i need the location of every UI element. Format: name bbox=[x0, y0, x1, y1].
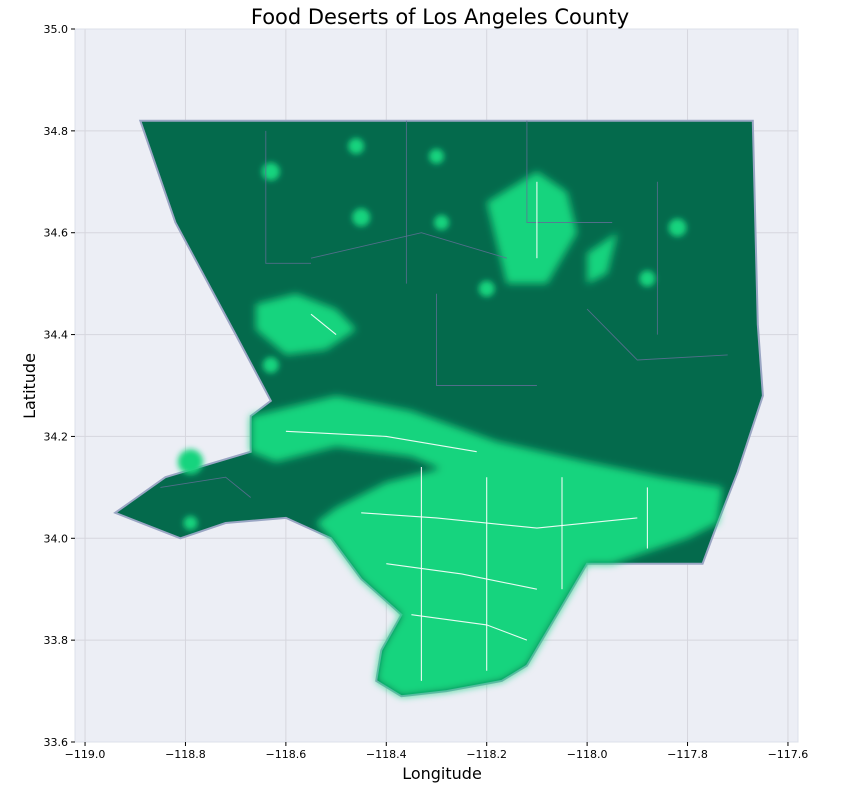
y-tick-label: 35.0 bbox=[44, 23, 69, 36]
food-access-spot bbox=[261, 162, 280, 181]
y-tick-label: 34.8 bbox=[44, 125, 69, 138]
y-axis-ticks: 33.6 33.8 34.0 34.2 34.4 34.6 34.8 35.0 bbox=[44, 23, 75, 749]
food-access-spots bbox=[177, 138, 687, 531]
y-tick-label: 34.2 bbox=[44, 430, 69, 443]
food-access-spot bbox=[639, 270, 656, 287]
tract-boundary bbox=[436, 293, 537, 386]
food-access-spot bbox=[478, 280, 495, 297]
tract-boundary bbox=[526, 120, 613, 223]
tract-boundary bbox=[310, 232, 507, 259]
tract-boundary bbox=[160, 476, 251, 498]
food-access-area-antelope-valley bbox=[486, 171, 578, 284]
food-access-spot bbox=[348, 138, 365, 155]
x-tick-label: −118.0 bbox=[567, 748, 608, 761]
axes-frame bbox=[74, 28, 799, 743]
urban-tract-boundaries bbox=[285, 181, 648, 681]
urban-tract-boundary bbox=[386, 563, 538, 590]
food-access-area-lancaster-east bbox=[587, 232, 618, 284]
urban-tract-boundary bbox=[310, 313, 337, 336]
y-tick-label: 33.6 bbox=[44, 736, 69, 749]
x-axis-label: Longitude bbox=[402, 764, 482, 783]
food-access-spot bbox=[668, 218, 687, 237]
tract-boundaries bbox=[160, 120, 728, 498]
food-access-area-santa-clarita bbox=[255, 293, 357, 355]
food-access-spot bbox=[429, 148, 444, 164]
y-tick-label: 34.6 bbox=[44, 227, 69, 240]
x-tick-label: −117.6 bbox=[768, 748, 809, 761]
y-axis-label: Latitude bbox=[20, 353, 39, 419]
y-tick-label: 33.8 bbox=[44, 634, 69, 647]
x-tick-label: −118.2 bbox=[466, 748, 507, 761]
food-access-spot bbox=[262, 357, 279, 374]
y-tick-label: 34.0 bbox=[44, 532, 69, 545]
x-tick-label: −117.8 bbox=[667, 748, 708, 761]
x-tick-label: −119.0 bbox=[65, 748, 106, 761]
tract-boundary bbox=[586, 308, 728, 361]
x-tick-label: −118.8 bbox=[165, 748, 206, 761]
food-access-spot bbox=[434, 215, 450, 231]
food-access-spot bbox=[183, 516, 198, 531]
chart-title: Food Deserts of Los Angeles County bbox=[251, 5, 629, 29]
food-access-spot bbox=[177, 449, 204, 475]
food-access-spot bbox=[352, 208, 371, 227]
y-tick-label: 34.4 bbox=[44, 329, 69, 342]
x-tick-label: −118.4 bbox=[366, 748, 407, 761]
x-tick-label: −118.6 bbox=[266, 748, 307, 761]
x-axis-ticks: −119.0 −118.8 −118.6 −118.4 −118.2 −118.0 −117… bbox=[65, 742, 809, 761]
tract-boundary bbox=[265, 130, 311, 264]
urban-tract-boundary bbox=[285, 430, 477, 453]
